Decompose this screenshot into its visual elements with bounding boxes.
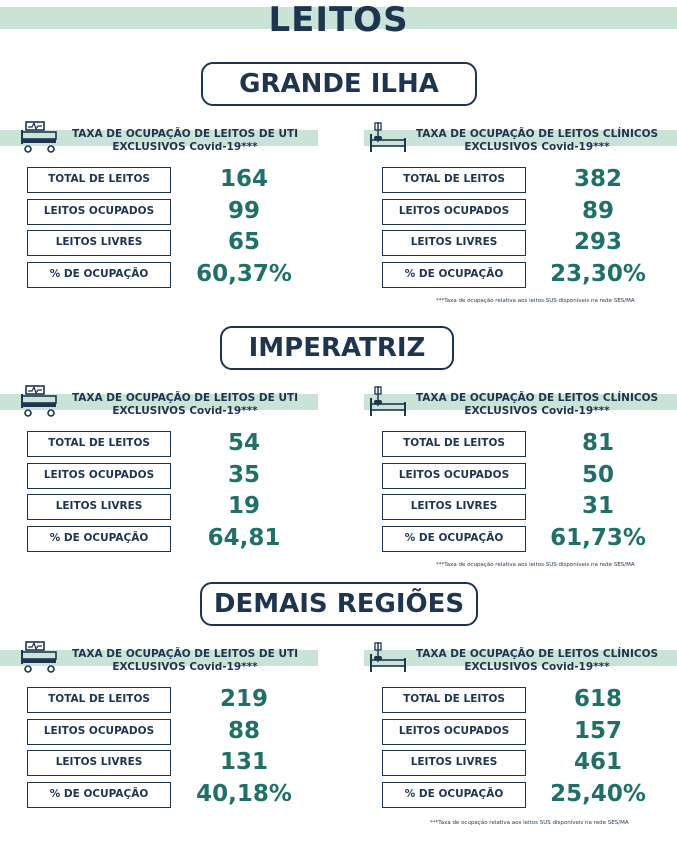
- uti-label: LEITOS LIVRES: [27, 230, 171, 256]
- region-3: DEMAIS REGIÕES TAXA DE OCUPAÇÃO DE LEITOS…: [0, 582, 677, 852]
- clinical-value: 25,40%: [550, 781, 646, 807]
- region-name: DEMAIS REGIÕES: [200, 582, 478, 626]
- uti-label: % DE OCUPAÇÃO: [27, 782, 171, 808]
- uti-value: 60,37%: [196, 261, 292, 287]
- clinical-value: 461: [573, 749, 622, 775]
- clinical-title-line1: TAXA DE OCUPAÇÃO DE LEITOS CLÍNICOS: [415, 128, 659, 140]
- uti-value: 219: [219, 686, 268, 712]
- uti-value: 65: [227, 229, 260, 255]
- icu-bed-icon: [20, 384, 60, 422]
- uti-value: 88: [227, 718, 260, 744]
- clinical-label: % DE OCUPAÇÃO: [382, 262, 526, 288]
- clinical-title-line1: TAXA DE OCUPAÇÃO DE LEITOS CLÍNICOS: [415, 392, 659, 404]
- clinical-band: [364, 394, 677, 410]
- uti-value: 35: [227, 462, 260, 488]
- uti-label: LEITOS LIVRES: [27, 494, 171, 520]
- clinical-title-line2: EXCLUSIVOS Covid-19***: [464, 405, 610, 417]
- region-2: IMPERATRIZ TAXA DE OCUPAÇÃO DE LEITOS DE …: [0, 326, 677, 596]
- icu-bed-icon: [20, 120, 60, 158]
- clinical-label: LEITOS OCUPADOS: [382, 463, 526, 489]
- clinical-value: 618: [573, 686, 622, 712]
- hospital-bed-icon: [368, 384, 408, 422]
- clinical-section-title: TAXA DE OCUPAÇÃO DE LEITOS CLÍNICOS EXCLU…: [400, 392, 674, 418]
- footnote: ***Taxa de ocupação relativa aos leitos …: [430, 820, 629, 826]
- clinical-value: 50: [581, 462, 614, 488]
- uti-band: [0, 394, 318, 410]
- uti-value: 54: [227, 430, 260, 456]
- uti-value: 164: [219, 166, 268, 192]
- uti-label: TOTAL DE LEITOS: [27, 167, 171, 193]
- uti-title-line2: EXCLUSIVOS Covid-19***: [112, 405, 258, 417]
- clinical-section-title: TAXA DE OCUPAÇÃO DE LEITOS CLÍNICOS EXCLU…: [400, 648, 674, 674]
- clinical-title-line2: EXCLUSIVOS Covid-19***: [464, 141, 610, 153]
- clinical-value: 157: [573, 718, 622, 744]
- clinical-label: LEITOS OCUPADOS: [382, 719, 526, 745]
- footnote: ***Taxa de ocupação relativa aos leitos …: [436, 298, 635, 304]
- uti-band: [0, 130, 318, 146]
- region-name: IMPERATRIZ: [220, 326, 454, 370]
- clinical-value: 89: [581, 198, 614, 224]
- uti-label: LEITOS OCUPADOS: [27, 719, 171, 745]
- hospital-bed-icon: [368, 120, 408, 158]
- clinical-label: LEITOS LIVRES: [382, 750, 526, 776]
- uti-label: % DE OCUPAÇÃO: [27, 526, 171, 552]
- uti-section-title: TAXA DE OCUPAÇÃO DE LEITOS DE UTI EXCLUSI…: [52, 392, 318, 418]
- icu-bed-icon: [20, 640, 60, 678]
- uti-section-title: TAXA DE OCUPAÇÃO DE LEITOS DE UTI EXCLUSI…: [52, 128, 318, 154]
- uti-title-line1: TAXA DE OCUPAÇÃO DE LEITOS DE UTI: [71, 128, 299, 140]
- clinical-band: [364, 130, 677, 146]
- clinical-band: [364, 650, 677, 666]
- uti-value: 64,81: [207, 525, 281, 551]
- clinical-title-line1: TAXA DE OCUPAÇÃO DE LEITOS CLÍNICOS: [415, 648, 659, 660]
- clinical-value: 81: [581, 430, 614, 456]
- clinical-value: 31: [581, 493, 614, 519]
- clinical-label: % DE OCUPAÇÃO: [382, 782, 526, 808]
- clinical-value: 382: [573, 166, 622, 192]
- uti-title-line1: TAXA DE OCUPAÇÃO DE LEITOS DE UTI: [71, 392, 299, 404]
- uti-label: TOTAL DE LEITOS: [27, 687, 171, 713]
- clinical-value: 61,73%: [550, 525, 646, 551]
- uti-label: TOTAL DE LEITOS: [27, 431, 171, 457]
- page-title: LEITOS: [268, 0, 409, 40]
- clinical-value: 23,30%: [550, 261, 646, 287]
- uti-label: LEITOS OCUPADOS: [27, 463, 171, 489]
- clinical-label: LEITOS LIVRES: [382, 494, 526, 520]
- uti-value: 40,18%: [196, 781, 292, 807]
- clinical-section-title: TAXA DE OCUPAÇÃO DE LEITOS CLÍNICOS EXCLU…: [400, 128, 674, 154]
- clinical-label: LEITOS OCUPADOS: [382, 199, 526, 225]
- clinical-label: TOTAL DE LEITOS: [382, 687, 526, 713]
- region-name: GRANDE ILHA: [201, 62, 477, 106]
- uti-title-line2: EXCLUSIVOS Covid-19***: [112, 661, 258, 673]
- title-band: [0, 7, 677, 29]
- clinical-label: TOTAL DE LEITOS: [382, 167, 526, 193]
- uti-section-title: TAXA DE OCUPAÇÃO DE LEITOS DE UTI EXCLUSI…: [52, 648, 318, 674]
- hospital-bed-icon: [368, 640, 408, 678]
- uti-band: [0, 650, 318, 666]
- uti-label: LEITOS OCUPADOS: [27, 199, 171, 225]
- clinical-label: TOTAL DE LEITOS: [382, 431, 526, 457]
- uti-title-line1: TAXA DE OCUPAÇÃO DE LEITOS DE UTI: [71, 648, 299, 660]
- clinical-label: LEITOS LIVRES: [382, 230, 526, 256]
- uti-label: LEITOS LIVRES: [27, 750, 171, 776]
- uti-value: 131: [219, 749, 268, 775]
- uti-title-line2: EXCLUSIVOS Covid-19***: [112, 141, 258, 153]
- clinical-title-line2: EXCLUSIVOS Covid-19***: [464, 661, 610, 673]
- clinical-label: % DE OCUPAÇÃO: [382, 526, 526, 552]
- uti-value: 99: [227, 198, 260, 224]
- footnote: ***Taxa de ocupação relativa aos leitos …: [436, 562, 635, 568]
- uti-label: % DE OCUPAÇÃO: [27, 262, 171, 288]
- clinical-value: 293: [573, 229, 622, 255]
- uti-value: 19: [227, 493, 260, 519]
- region-1: GRANDE ILHA TAXA DE OCUPAÇÃO DE LEITOS DE…: [0, 62, 677, 332]
